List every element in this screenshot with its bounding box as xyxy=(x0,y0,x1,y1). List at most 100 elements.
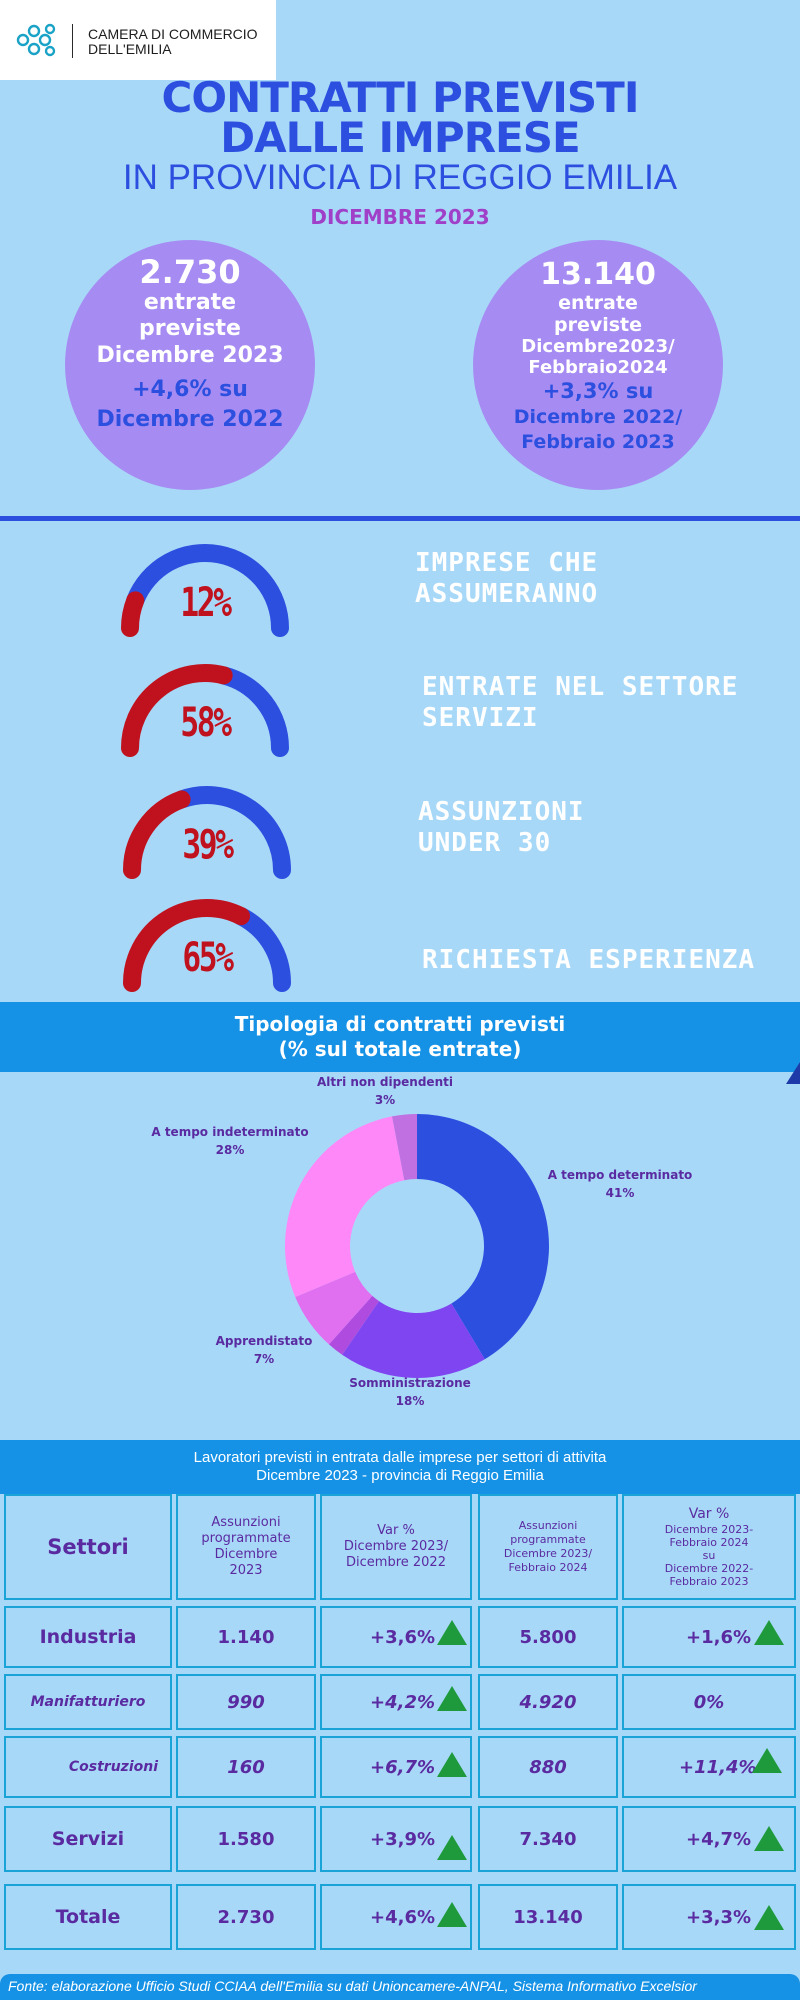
cell-servizi-assunzioni-trim: 7.340 xyxy=(478,1806,618,1872)
slice-name: A tempo indeterminato xyxy=(151,1125,309,1139)
header-line: programmate xyxy=(510,1533,586,1546)
cell-manifatturiero-assunzioni-dic: 990 xyxy=(176,1674,316,1730)
gauge-track xyxy=(126,544,289,637)
header-var-dicembre: Var % Dicembre 2023/ Dicembre 2022 xyxy=(320,1494,472,1600)
gauge-label-services: ENTRATE NEL SETTORE SERVIZI xyxy=(422,672,738,734)
source-note: Fonte: elaborazione Ufficio Studi CCIAA … xyxy=(8,1978,697,1994)
kpi-circle-december: 2.730 entrate previste Dicembre 2023 +4,… xyxy=(65,240,315,490)
kpi-text-2: previste xyxy=(553,314,643,336)
cell-costruzioni-assunzioni-trim: 880 xyxy=(478,1736,618,1798)
gauge-label-line-1: IMPRESE CHE xyxy=(415,548,599,578)
contract-types-donut-chart xyxy=(285,1114,550,1378)
slice-value: 18% xyxy=(395,1394,425,1408)
up-arrow-icon xyxy=(437,1686,467,1711)
gauge-services: 58% xyxy=(110,660,300,760)
gauge-track xyxy=(232,907,291,992)
slice-name: Apprendistato xyxy=(215,1334,313,1348)
kpi-value: 13.140 xyxy=(540,257,656,292)
kpi-change: +4,6% su xyxy=(132,377,248,402)
label-apprendistato: Apprendistato 7% xyxy=(194,1332,334,1368)
gauge-track xyxy=(172,786,291,879)
table-title-banner: Lavoratori previsti in entrata dalle imp… xyxy=(0,1440,800,1494)
cell-value: +11,4% xyxy=(679,1756,757,1778)
header-line: Febbraio 2024 xyxy=(669,1536,749,1549)
header-line: Dicembre 2022 xyxy=(346,1555,446,1570)
gauge-percent: 39% xyxy=(182,822,234,868)
header-line: Dicembre xyxy=(214,1547,278,1562)
logo-text: CAMERA DI COMMERCIO DELL'EMILIA xyxy=(88,27,258,57)
cell-totale-assunzioni-dic: 2.730 xyxy=(176,1884,316,1950)
header-line: su xyxy=(702,1549,716,1562)
header-line: Febbraio 2024 xyxy=(508,1561,588,1574)
cell-costruzioni-var-trim: +11,4% xyxy=(622,1736,796,1798)
page-title-line-2: DALLE IMPRESE xyxy=(220,113,580,162)
kpi-compare-1: Dicembre 2022/ xyxy=(513,406,683,428)
label-altri-non-dipendenti: Altri non dipendenti 3% xyxy=(305,1073,465,1109)
up-arrow-icon xyxy=(437,1620,467,1645)
cell-manifatturiero-var-trim: 0% xyxy=(622,1674,796,1730)
gauge-percent: 58% xyxy=(180,700,232,746)
cell-value: +3,6% xyxy=(370,1626,436,1648)
kpi-text-1: entrate xyxy=(558,292,638,314)
header-line: Febbraio 2023 xyxy=(669,1575,749,1588)
row-label-servizi: Servizi xyxy=(4,1806,172,1872)
gauge-arc xyxy=(123,899,291,992)
header-line: Var % xyxy=(377,1523,415,1538)
gauge-label-line-1: ASSUNZIONI xyxy=(418,797,585,827)
label-tempo-indeterminato: A tempo indeterminato 28% xyxy=(130,1123,330,1159)
header-line: Assunzioni xyxy=(518,1519,578,1532)
header-line: 2023 xyxy=(229,1563,263,1578)
gauge-percent: 12% xyxy=(180,580,232,626)
cell-costruzioni-assunzioni-dic: 160 xyxy=(176,1736,316,1798)
header-settori: Settori xyxy=(4,1494,172,1600)
footer-bar xyxy=(0,1974,800,2000)
gauge-label-line-2: UNDER 30 xyxy=(418,828,552,858)
gauge-hiring-firms: 12% xyxy=(110,540,300,640)
table-title-line-1: Lavoratori previsti in entrata dalle imp… xyxy=(193,1449,607,1466)
chamber-logo-icon xyxy=(16,23,56,57)
gauge-label-line-2: SERVIZI xyxy=(422,703,539,733)
logo-line-2: DELL'EMILIA xyxy=(88,41,172,57)
gauge-label-line-2: ASSUMERANNO xyxy=(415,579,599,609)
contract-types-subtitle: (% sul totale entrate) xyxy=(278,1037,522,1061)
header-line: Dicembre 2023/ xyxy=(503,1547,593,1560)
gauge-fill xyxy=(123,899,251,992)
header-line: Dicembre 2023- xyxy=(664,1523,754,1536)
donut-slice-5 xyxy=(392,1114,417,1181)
header-assunzioni-trimestre: Assunzioni programmate Dicembre 2023/ Fe… xyxy=(478,1494,618,1600)
gauge-under-30: 39% xyxy=(112,782,302,882)
label-somministrazione: Somministrazione 18% xyxy=(330,1374,490,1410)
up-arrow-icon xyxy=(754,1826,784,1851)
slice-value: 28% xyxy=(215,1143,245,1157)
header-assunzioni-dicembre: Assunzioni programmate Dicembre 2023 xyxy=(176,1494,316,1600)
header-line: Var % xyxy=(688,1506,730,1522)
header-line: Dicembre 2022- xyxy=(664,1562,754,1575)
gauge-label-experience: RICHIESTA ESPERIENZA xyxy=(422,945,755,976)
gauge-arc xyxy=(121,544,289,637)
cell-industria-assunzioni-dic: 1.140 xyxy=(176,1606,316,1668)
table-title-line-2: Dicembre 2023 - provincia di Reggio Emil… xyxy=(256,1467,544,1484)
donut-slice-4 xyxy=(285,1116,405,1297)
row-label-industria: Industria xyxy=(4,1606,172,1668)
kpi-compare: Dicembre 2022 xyxy=(96,407,284,432)
gauge-experience: 65% xyxy=(112,895,302,995)
gauge-percent: 65% xyxy=(182,935,234,981)
cell-industria-assunzioni-trim: 5.800 xyxy=(478,1606,618,1668)
cell-value: +3,3% xyxy=(686,1906,752,1928)
up-arrow-icon xyxy=(754,1620,784,1645)
gauge-arc xyxy=(121,664,289,757)
up-arrow-icon xyxy=(752,1748,782,1773)
row-label-manifatturiero: Manifatturiero xyxy=(4,1674,172,1730)
header-line: Assunzioni xyxy=(211,1515,281,1530)
kpi-text-4: Febbraio2024 xyxy=(528,357,668,378)
header-line: programmate xyxy=(201,1531,291,1546)
kpi-text-2: previste xyxy=(139,316,241,341)
corner-decoration xyxy=(786,1062,800,1084)
page-title-line-1: CONTRATTI PREVISTI xyxy=(161,73,640,122)
gauge-label-under-30: ASSUNZIONI UNDER 30 xyxy=(418,797,585,859)
kpi-circle-quarter: 13.140 entrate previste Dicembre2023/ Fe… xyxy=(473,240,723,490)
donut-slice-2 xyxy=(328,1295,380,1355)
cell-manifatturiero-var-dic: +4,2% xyxy=(320,1674,472,1730)
donut-slice-1 xyxy=(342,1301,485,1378)
contract-types-banner: Tipologia di contratti previsti (% sul t… xyxy=(0,1002,800,1072)
